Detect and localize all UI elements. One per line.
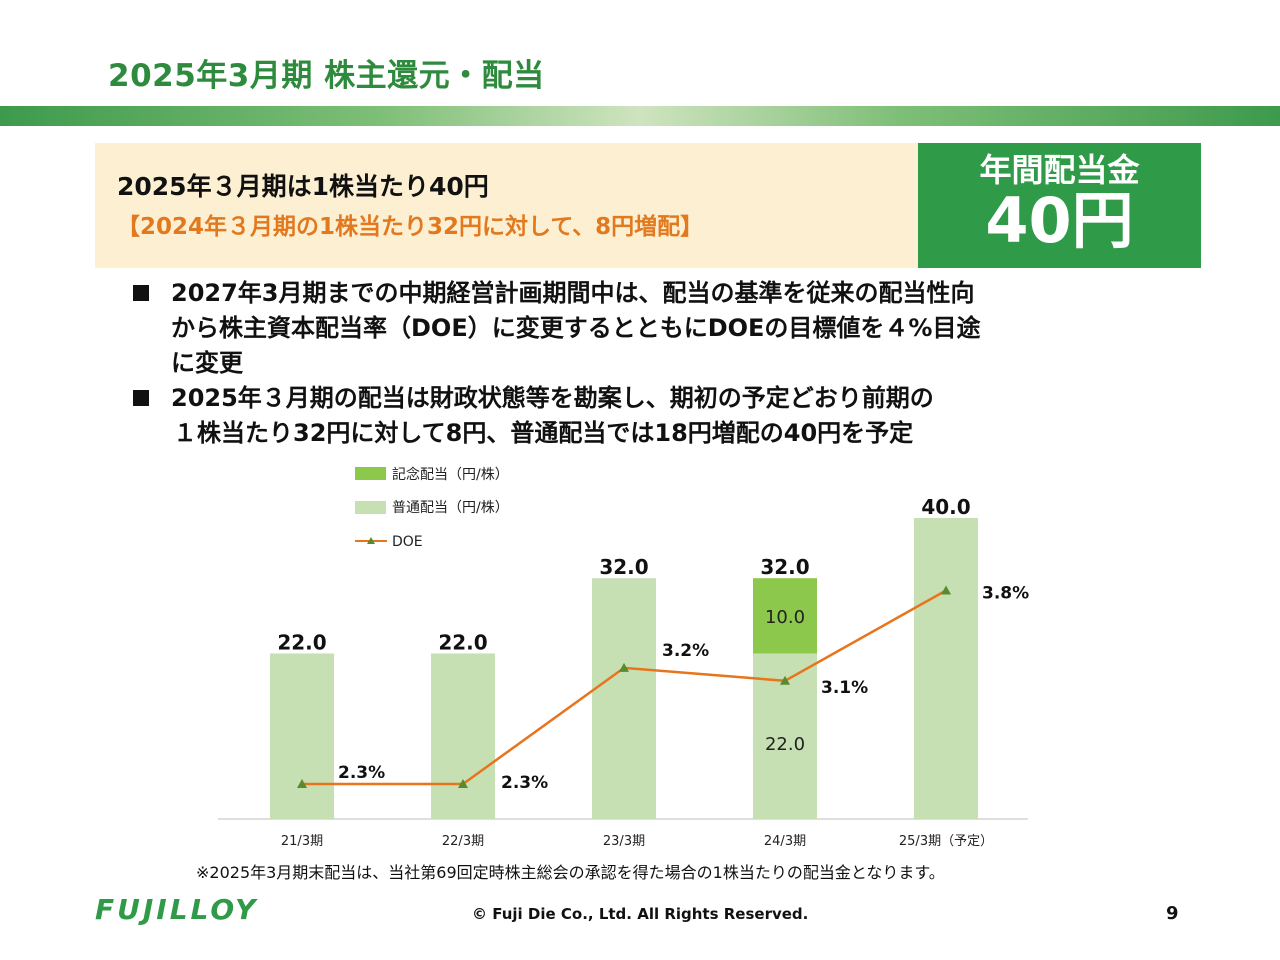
bullet-square-icon xyxy=(133,390,149,406)
bar-total-label-4: 40.0 xyxy=(921,495,970,519)
bullet-2-line-1: 2025年３月期の配当は財政状態等を勘案し、期初の予定どおり前期の xyxy=(171,384,934,412)
doe-label-2: 3.2% xyxy=(662,641,709,661)
page-number: 9 xyxy=(1166,903,1179,924)
doe-marker-1 xyxy=(458,779,468,788)
doe-label-1: 2.3% xyxy=(501,773,548,793)
legend-regular-label: 普通配当（円/株） xyxy=(392,500,509,516)
doe-marker-2 xyxy=(619,662,629,672)
bullet-item-2: 2025年３月期の配当は財政状態等を勘案し、期初の予定どおり前期の １株当たり3… xyxy=(133,381,1183,451)
copyright: © Fuji Die Co., Ltd. All Rights Reserved… xyxy=(472,905,809,923)
bar-regular-2 xyxy=(592,578,656,819)
x-tick-label-4: 25/3期（予定） xyxy=(899,834,993,849)
bar-total-label-1: 22.0 xyxy=(438,630,487,654)
bar-regular-0 xyxy=(270,653,334,819)
bullet-1-line-2: から株主資本配当率（DOE）に変更するとともにDOEの目標値を４%目途 xyxy=(171,314,981,342)
bar-memorial-3 xyxy=(753,578,817,654)
doe-marker-4 xyxy=(941,585,951,595)
bullet-square-icon xyxy=(133,285,149,301)
annual-dividend-label: 年間配当金 xyxy=(979,151,1140,189)
bullet-list: 2027年3月期までの中期経営計画期間中は、配当の基準を従来の配当性向 から株主… xyxy=(133,276,1183,451)
annual-dividend-box: 年間配当金 40円 xyxy=(918,143,1201,268)
segment-label-1: 22.0 xyxy=(765,734,805,755)
summary-line-1: 2025年３月期は1株当たり40円 xyxy=(117,172,489,201)
legend-doe-marker xyxy=(367,537,375,544)
footnote: ※2025年3月期末配当は、当社第69回定時株主総会の承認を得た場合の1株当たり… xyxy=(196,863,945,882)
bullet-1-line-3: に変更 xyxy=(171,349,243,377)
doe-marker-3 xyxy=(780,675,790,685)
bullet-1-line-1: 2027年3月期までの中期経営計画期間中は、配当の基準を従来の配当性向 xyxy=(171,279,975,307)
x-tick-label-2: 23/3期 xyxy=(603,834,645,849)
legend-doe-label: DOE xyxy=(392,534,423,550)
x-tick-label-0: 21/3期 xyxy=(281,834,323,849)
bar-regular-4 xyxy=(914,518,978,819)
company-logo: FUJILLOY xyxy=(95,893,259,926)
segment-label-0: 10.0 xyxy=(765,607,805,628)
doe-label-4: 3.8% xyxy=(982,584,1029,604)
doe-marker-0 xyxy=(297,779,307,788)
annual-dividend-amount: 40円 xyxy=(985,184,1134,257)
legend-memorial-swatch xyxy=(355,467,386,480)
legend-regular-swatch xyxy=(355,501,386,514)
bar-total-label-3: 32.0 xyxy=(760,555,809,579)
x-tick-label-1: 22/3期 xyxy=(442,834,484,849)
dividend-doe-chart: 22.0 21/3期 22.0 22/3期 32.0 23/3期 32.0 24/3期 40.0… xyxy=(218,466,1029,849)
bar-total-label-0: 22.0 xyxy=(277,630,326,654)
summary-line-2: 【2024年３月期の1株当たり32円に対して、8円増配】 xyxy=(117,214,704,240)
bullet-2-line-2: １株当たり32円に対して8円、普通配当では18円増配の40円を予定 xyxy=(173,419,914,447)
doe-label-3: 3.1% xyxy=(821,678,868,698)
x-tick-label-3: 24/3期 xyxy=(764,834,806,849)
bullet-item-1: 2027年3月期までの中期経営計画期間中は、配当の基準を従来の配当性向 から株主… xyxy=(133,276,1183,381)
summary-box: 2025年３月期は1株当たり40円 【2024年３月期の1株当たり32円に対して… xyxy=(95,143,918,268)
bar-regular-1 xyxy=(431,653,495,819)
legend-memorial-label: 記念配当（円/株） xyxy=(392,466,509,483)
page-title: 2025年3月期 株主還元・配当 xyxy=(108,58,545,94)
header-band xyxy=(0,106,1280,126)
bar-total-label-2: 32.0 xyxy=(599,555,648,579)
doe-label-0: 2.3% xyxy=(338,763,385,783)
